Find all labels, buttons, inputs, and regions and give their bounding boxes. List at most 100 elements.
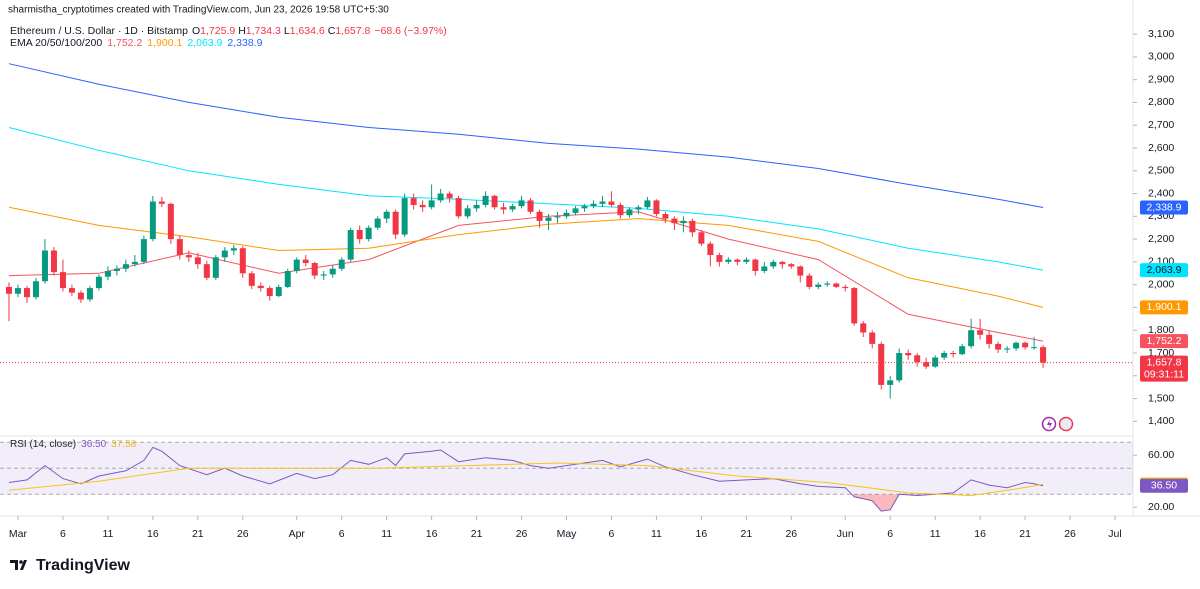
brand: TradingView <box>36 557 131 574</box>
ema-value: 1,900.1 <box>147 37 182 49</box>
candle-body <box>698 232 705 244</box>
rsi-name: RSI (14, close) <box>10 439 76 450</box>
x-tick-label: 21 <box>471 528 483 540</box>
y-tick-label: 2,500 <box>1148 165 1174 177</box>
countdown: 09:31:11 <box>1144 368 1184 380</box>
x-tick-label: 21 <box>1019 528 1031 540</box>
candle-body <box>968 330 975 347</box>
candle-body <box>302 259 309 264</box>
icon <box>1041 416 1057 432</box>
ohlc-key: C <box>328 25 336 37</box>
candle-body <box>401 198 408 235</box>
candle-body <box>887 380 894 385</box>
logo-mark <box>19 560 23 564</box>
indicator-name: EMA 20/50/100/200 <box>10 37 102 49</box>
ohlc-key: L <box>284 25 290 37</box>
x-tick-label: 16 <box>147 528 159 540</box>
candle-body <box>392 211 399 235</box>
candle-body <box>1013 342 1020 349</box>
x-tick-label: 16 <box>974 528 986 540</box>
candle-body <box>572 208 579 213</box>
y-tick-label: 60.00 <box>1148 449 1174 461</box>
price-tag-label: 1,900.1 <box>1146 301 1181 313</box>
candle-body <box>689 220 696 233</box>
candle-body <box>149 201 156 240</box>
candle-body <box>626 209 633 216</box>
candle-body <box>50 250 57 273</box>
candle-body <box>194 257 201 265</box>
candle-body <box>41 250 48 282</box>
legend-line: Ethereum / U.S. Dollar · 1D · Bitstamp O1… <box>10 25 447 37</box>
candle-body <box>950 353 957 355</box>
candle-body <box>545 217 552 221</box>
icon <box>1047 419 1052 429</box>
y-tick-label: 1,500 <box>1148 392 1174 404</box>
y-tick-label: 1,800 <box>1148 324 1174 336</box>
ema-line <box>8 127 1044 271</box>
candle-body <box>905 353 912 356</box>
rsi-legend: RSI (14, close) 36.50 37.58 <box>10 439 137 450</box>
candle-body <box>293 259 300 271</box>
candle-body <box>725 259 732 262</box>
candle-body <box>104 271 111 277</box>
candle-body <box>257 285 264 289</box>
y-tick-label: 1,400 <box>1148 415 1174 427</box>
candle-body <box>563 212 570 217</box>
candle-body <box>311 263 318 276</box>
x-tick-label: 26 <box>1064 528 1076 540</box>
candle-body <box>230 248 237 251</box>
logo-mark <box>10 560 27 570</box>
y-tick-label: 2,600 <box>1148 142 1174 154</box>
rsi-line <box>8 462 1044 497</box>
candle-body <box>869 332 876 344</box>
x-tick-label: Mar <box>9 528 28 540</box>
candle-body <box>122 264 129 269</box>
last-price-label: 1,657.8 <box>1146 356 1181 368</box>
ema-value: 1,752.2 <box>107 37 142 49</box>
candle-body <box>536 211 543 221</box>
candle-body <box>896 353 903 381</box>
ohlc-key: O <box>192 25 200 37</box>
candle-body <box>77 292 84 300</box>
ohlc-key: H <box>238 25 246 37</box>
candle-body <box>662 214 669 219</box>
candle-body <box>527 200 534 212</box>
y-tick-label: 3,000 <box>1148 51 1174 63</box>
candle-body <box>248 273 255 286</box>
y-tick-label: 2,800 <box>1148 96 1174 108</box>
candle-body <box>860 323 867 333</box>
candle-body <box>455 198 462 217</box>
candle-body <box>743 259 750 262</box>
candle-body <box>932 357 939 367</box>
candle-body <box>914 355 921 363</box>
candle-body <box>788 264 795 267</box>
candle-body <box>995 343 1002 350</box>
x-tick-label: 11 <box>381 528 392 540</box>
candle-body <box>959 346 966 355</box>
rsi-value: 37.58 <box>111 439 136 450</box>
x-tick-label: 11 <box>930 528 941 540</box>
candle-body <box>23 288 30 298</box>
x-tick-label: May <box>557 528 578 540</box>
candle-body <box>185 255 192 258</box>
oversold-fill <box>851 494 936 512</box>
candle-body <box>1031 347 1038 349</box>
candle-body <box>581 206 588 209</box>
credit: sharmistha_cryptotimes created with Trad… <box>8 5 389 16</box>
candle-body <box>500 207 507 210</box>
candle-body <box>140 239 147 262</box>
candle-body <box>428 200 435 208</box>
x-tick-label: 6 <box>887 528 893 540</box>
rsi-value: 36.50 <box>81 439 106 450</box>
candle-body <box>770 261 777 267</box>
price-tag <box>1140 334 1188 349</box>
candle-body <box>410 198 417 205</box>
candle-body <box>329 268 336 275</box>
candle-body <box>167 203 174 240</box>
candle-body <box>419 204 426 208</box>
candle-body <box>32 281 39 298</box>
price-tag-label: 36.50 <box>1151 480 1177 492</box>
candle-body <box>941 353 948 358</box>
price-tag <box>1140 300 1188 315</box>
price-tag <box>1140 200 1188 215</box>
